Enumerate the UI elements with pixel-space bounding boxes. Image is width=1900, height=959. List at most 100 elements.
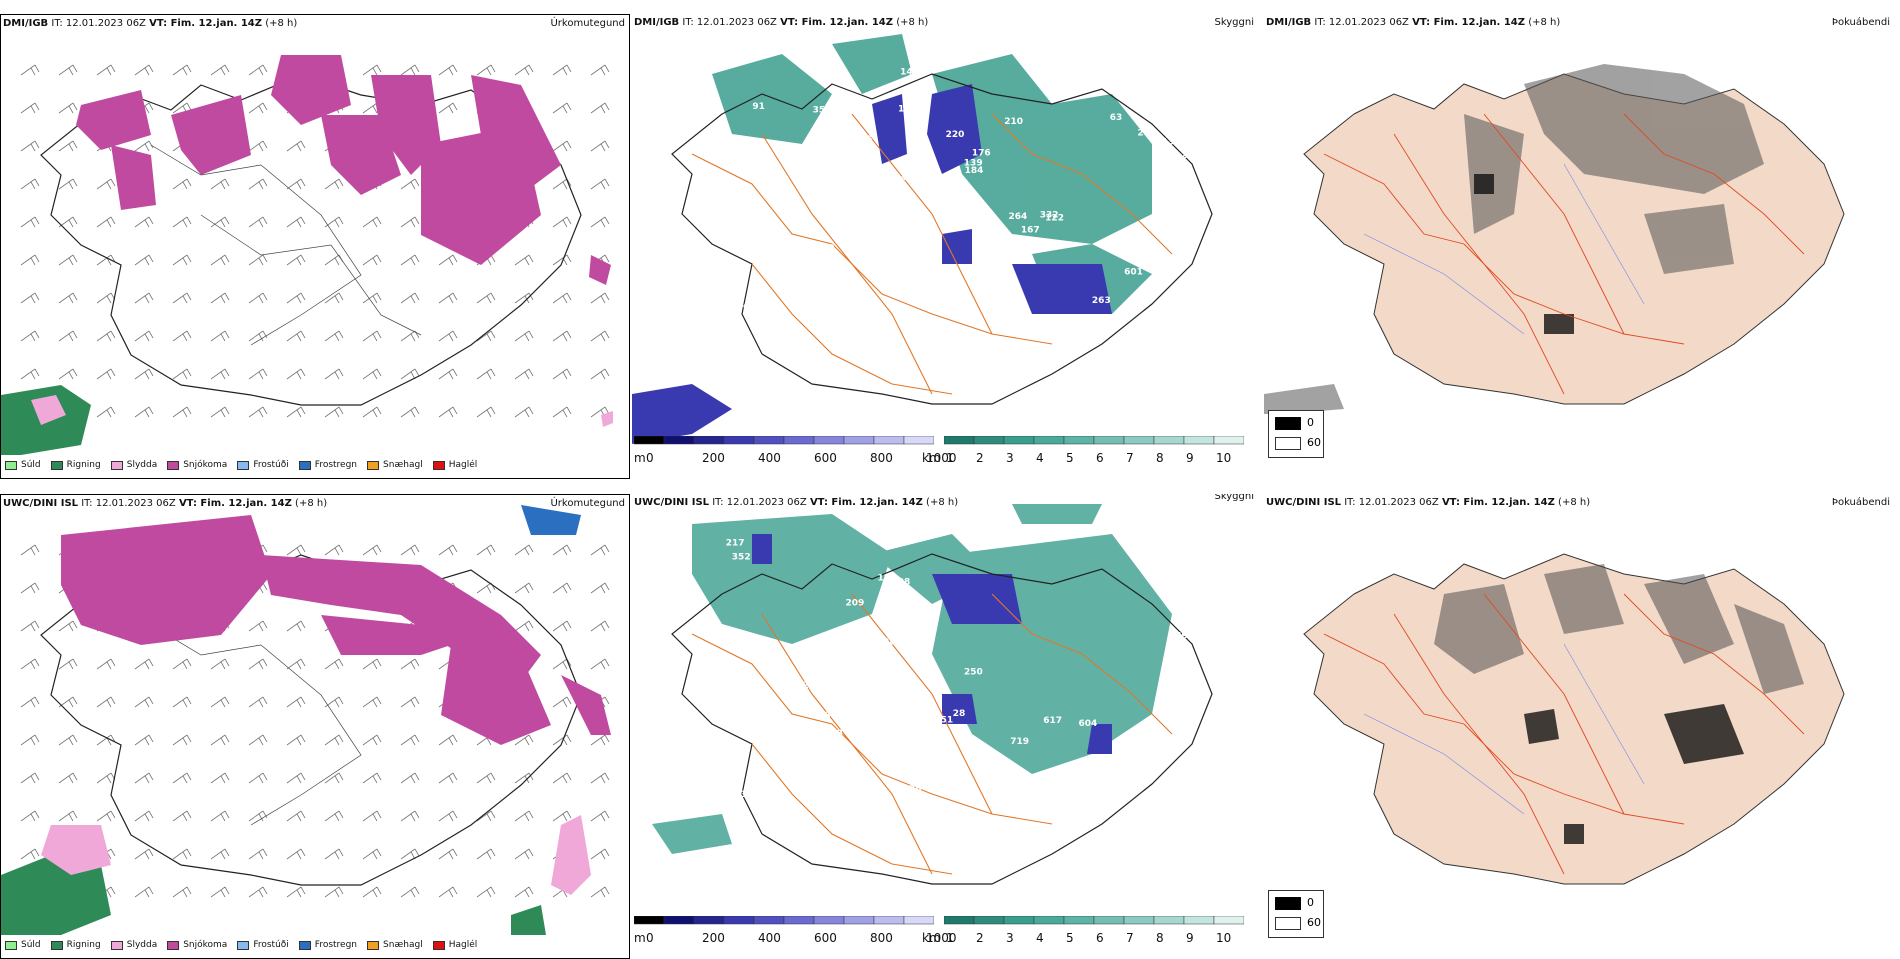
- wind-barb: [590, 140, 610, 152]
- wind-barb: [58, 102, 78, 114]
- colorbar-tick-label: 800: [870, 451, 893, 465]
- colorbar-segment: [663, 915, 695, 925]
- wind-barb: [134, 254, 154, 266]
- wind-barb: [400, 886, 420, 898]
- wind-barb: [590, 734, 610, 746]
- wind-barb: [438, 64, 458, 76]
- wind-barb: [324, 254, 344, 266]
- colorbar-segment: [1153, 435, 1185, 445]
- visibility-value-label: 150: [842, 776, 861, 786]
- wind-barb: [210, 772, 230, 784]
- wind-barb: [172, 696, 192, 708]
- wind-barb: [400, 658, 420, 670]
- wind-barb: [134, 734, 154, 746]
- wind-barb: [476, 848, 496, 860]
- wind-barb: [438, 254, 458, 266]
- panel-visibility-top: 571 141 209 209 210 15 13 220 13 165 128 121 183 176 1…: [632, 14, 1262, 479]
- colorbar-tick-label: 0: [646, 451, 654, 465]
- visibility-value-label: 140: [900, 67, 919, 77]
- wind-barb: [20, 582, 40, 594]
- wind-barb: [20, 216, 40, 228]
- colorbar-segment: [693, 435, 725, 445]
- wind-barb: [20, 620, 40, 632]
- wind-barb: [58, 658, 78, 670]
- wind-barb: [590, 886, 610, 898]
- wind-barb: [514, 734, 534, 746]
- wind-barb: [248, 696, 268, 708]
- panel-visibility-bottom: 352 217 333 282 441 719 928 726 273 617 418 250 254 1…: [632, 494, 1262, 959]
- wind-barb: [134, 696, 154, 708]
- colorbar-segment: [903, 915, 935, 925]
- colorbar-tick-label: 800: [870, 931, 893, 945]
- wind-barb: [286, 620, 306, 632]
- visibility-value-label: 91: [752, 102, 765, 112]
- legend-item-sleet: Slydda: [110, 460, 157, 470]
- wind-barb: [58, 772, 78, 784]
- visibility-value-label: 270: [816, 243, 835, 253]
- wind-barb: [134, 330, 154, 342]
- legend-item-sleet: Slydda: [110, 940, 157, 950]
- wind-barb: [514, 544, 534, 556]
- visibility-value-label: 217: [726, 538, 745, 548]
- wind-barb: [172, 216, 192, 228]
- visibility-value-label: 209: [1138, 93, 1157, 103]
- wind-barb: [286, 216, 306, 228]
- wind-barb: [400, 254, 420, 266]
- colorbar-tick-label: 4: [1036, 931, 1044, 945]
- wind-barb: [552, 696, 572, 708]
- wind-barb: [58, 620, 78, 632]
- visibility-value-label: 220: [946, 130, 965, 140]
- visibility-value-label: 571: [1130, 296, 1149, 306]
- wind-barb: [400, 734, 420, 746]
- fog-map-top: [1264, 64, 1845, 414]
- wind-barb: [20, 102, 40, 114]
- legend-item-snow: Snjókoma: [167, 460, 227, 470]
- visibility-value-label: 247: [900, 158, 919, 168]
- wind-barb: [20, 292, 40, 304]
- wind-barb: [172, 772, 192, 784]
- visibility-map-bottom: 352 217 333 282 441 719 928 726 273 617 418 250 254 1…: [652, 504, 1213, 885]
- wind-barb: [476, 406, 496, 418]
- visibility-value-label: 158: [819, 672, 838, 682]
- wind-barb: [590, 292, 610, 304]
- wind-barb: [476, 368, 496, 380]
- visibility-value-label: 87: [824, 711, 837, 721]
- legend-item-freezing-rain: Frostregn: [298, 460, 357, 470]
- wind-barb: [286, 330, 306, 342]
- visibility-value-label: 915: [796, 761, 815, 771]
- wind-barb: [248, 368, 268, 380]
- visibility-value-label: 282: [1153, 552, 1172, 562]
- wind-barb: [362, 848, 382, 860]
- wind-barb: [96, 368, 116, 380]
- panel-type-label: Skyggni: [1214, 494, 1254, 502]
- visibility-value-label: 242: [928, 756, 947, 766]
- wind-barb: [286, 368, 306, 380]
- wind-barb: [400, 64, 420, 76]
- wind-barb: [514, 368, 534, 380]
- wind-barb: [590, 658, 610, 670]
- wind-barb: [248, 216, 268, 228]
- colorbar-tick-label: 9: [1186, 931, 1194, 945]
- colorbar-tick-label: 0: [646, 931, 654, 945]
- wind-barb: [324, 658, 344, 670]
- visibility-value-label: 617: [1043, 716, 1062, 726]
- wind-barb: [476, 292, 496, 304]
- visibility-value-label: 139: [964, 159, 983, 169]
- wind-barb: [324, 810, 344, 822]
- colorbar-tick-label: 10: [1216, 931, 1232, 945]
- wind-barb: [476, 64, 496, 76]
- wind-barb: [400, 696, 420, 708]
- panel-precip-bottom: UWC/DINI ISL IT: 12.01.2023 06Z VT: Fim.…: [0, 494, 630, 959]
- visibility-value-label: 194: [903, 271, 922, 281]
- wind-barb: [324, 330, 344, 342]
- precip-map-bottom: [1, 505, 611, 935]
- colorbar-tick-label: 2: [976, 451, 984, 465]
- wind-barb: [286, 406, 306, 418]
- wind-barb: [362, 772, 382, 784]
- colorbar-tick-label: 6: [1096, 931, 1104, 945]
- wind-barb: [438, 544, 458, 556]
- wind-barb: [96, 178, 116, 190]
- wind-barb: [362, 658, 382, 670]
- panel-title: DMI/IGB IT: 12.01.2023 06Z VT: Fim. 12.j…: [3, 18, 298, 29]
- wind-barb: [438, 772, 458, 784]
